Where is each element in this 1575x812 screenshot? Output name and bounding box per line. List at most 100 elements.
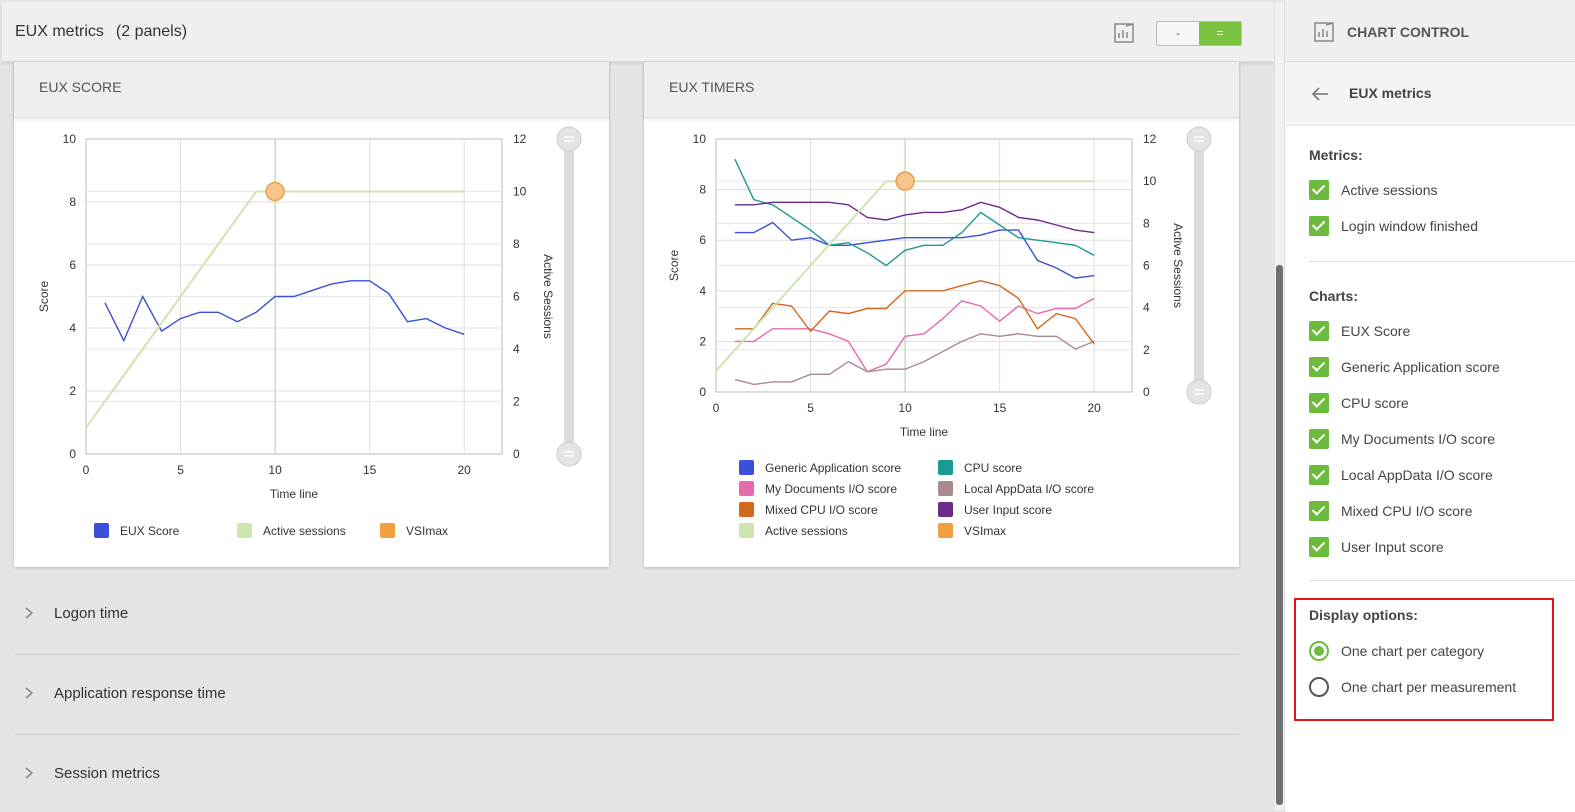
legend-label: Generic Application score (765, 461, 901, 475)
y2-axis-label: Active Sessions (541, 254, 555, 339)
checkbox-checked-icon (1309, 501, 1329, 521)
eux-timers-chart: 0 5 10 15 20 0 2 4 6 8 10 0 2 4 6 8 10 12 Time line Score Ac… (667, 126, 1212, 538)
series-line (734, 158, 1095, 267)
display-options-highlight (1294, 598, 1554, 721)
legend-label: Active sessions (263, 524, 346, 538)
checkbox-label: Mixed CPU I/O score (1341, 503, 1473, 519)
checkbox-checked-icon (1309, 537, 1329, 557)
checkbox-label: Login window finished (1341, 218, 1478, 234)
chart-user-input-checkbox[interactable]: User Input score (1309, 536, 1444, 558)
y2-tick-label: 0 (1143, 385, 1150, 399)
section-session-metrics[interactable]: Session metrics (14, 735, 1239, 812)
legend-label: My Documents I/O score (765, 482, 897, 496)
checkbox-label: Local AppData I/O score (1341, 467, 1493, 483)
series-line (734, 279, 1095, 345)
eux-score-panel: EUX SCORE 0 5 10 15 20 0 2 4 6 8 10 0 2 4 6 8 10 12 Time l… (14, 62, 609, 567)
y-tick-label: 2 (699, 334, 706, 348)
vsimax-marker (895, 171, 915, 191)
x-tick-label: 10 (898, 401, 912, 415)
series-line (734, 333, 1095, 386)
y2-tick-label: 12 (513, 132, 527, 146)
x-tick-label: 15 (363, 463, 377, 477)
checkbox-checked-icon (1309, 429, 1329, 449)
y-tick-label: 6 (699, 233, 706, 247)
legend-item: User Input score (938, 502, 1052, 517)
legend-item: Local AppData I/O score (938, 481, 1094, 496)
y-tick-label: 0 (699, 385, 706, 399)
back-arrow-icon[interactable] (1311, 86, 1329, 102)
legend-label: Active sessions (765, 524, 848, 538)
y2-tick-label: 2 (513, 395, 520, 409)
y2-tick-label: 6 (1143, 259, 1150, 273)
y-tick-label: 0 (69, 447, 76, 461)
x-tick-label: 5 (177, 463, 184, 477)
y2-tick-label: 0 (513, 447, 520, 461)
legend-item: EUX Score (94, 523, 180, 538)
legend-swatch (938, 502, 953, 517)
chart-local-appdata-checkbox[interactable]: Local AppData I/O score (1309, 464, 1493, 486)
main-scrollbar-thumb[interactable] (1276, 265, 1283, 805)
checkbox-checked-icon (1309, 393, 1329, 413)
legend-item: Active sessions (237, 523, 346, 538)
section-application-response-time[interactable]: Application response time (14, 655, 1239, 735)
legend-item: VSImax (938, 523, 1006, 538)
legend-swatch (938, 481, 953, 496)
checkbox-label: My Documents I/O score (1341, 431, 1496, 447)
legend-swatch (94, 523, 109, 538)
radio-label: One chart per category (1341, 643, 1485, 659)
radio-label: One chart per measurement (1341, 679, 1517, 695)
zoom-slider-top-handle (556, 126, 582, 152)
checkbox-label: CPU score (1341, 395, 1409, 411)
chart-mixed-cpu-io-checkbox[interactable]: Mixed CPU I/O score (1309, 500, 1472, 522)
x-tick-label: 0 (83, 463, 90, 477)
checkbox-label: Active sessions (1341, 182, 1438, 198)
panels-count: (2 panels) (115, 23, 188, 40)
section-label: Logon time (54, 605, 129, 622)
legend-label: VSImax (406, 524, 448, 538)
chart-control-icon (1314, 22, 1334, 42)
y2-tick-label: 8 (513, 237, 520, 251)
divider (1309, 580, 1575, 581)
chart-cpu-score-checkbox[interactable]: CPU score (1309, 392, 1409, 414)
collapse-layout-button[interactable]: - (1176, 26, 1180, 40)
chart-generic-application-checkbox[interactable]: Generic Application score (1309, 356, 1500, 378)
expand-layout-button[interactable]: = (1199, 22, 1241, 45)
zoom-slider-bottom-handle (556, 441, 582, 467)
metric-login-window-checkbox[interactable]: Login window finished (1309, 215, 1478, 237)
checkbox-checked-icon (1309, 180, 1329, 200)
legend-label: EUX Score (120, 524, 180, 538)
chevron-right-icon (25, 607, 34, 619)
metric-active-sessions-checkbox[interactable]: Active sessions (1309, 179, 1437, 201)
radio-checked-icon (1309, 641, 1329, 661)
x-tick-label: 10 (268, 463, 282, 477)
display-options-title: Display options: (1309, 607, 1418, 623)
legend-swatch (938, 523, 953, 538)
layout-toggle: - = (1156, 21, 1242, 46)
radio-one-chart-per-measurement[interactable]: One chart per measurement (1309, 676, 1516, 698)
zoom-slider-track (564, 139, 574, 454)
series-line (734, 297, 1095, 373)
radio-one-chart-per-category[interactable]: One chart per category (1309, 640, 1484, 662)
legend-item: Generic Application score (739, 460, 901, 475)
legend-label: User Input score (964, 503, 1052, 517)
section-label: Application response time (54, 685, 226, 702)
chart-eux-score-checkbox[interactable]: EUX Score (1309, 320, 1410, 342)
y2-tick-label: 6 (513, 290, 520, 304)
y-axis-label: Score (667, 250, 681, 282)
chart-my-documents-checkbox[interactable]: My Documents I/O score (1309, 428, 1495, 450)
section-label: Session metrics (54, 765, 160, 782)
section-logon-time[interactable]: Logon time (14, 575, 1239, 655)
chart-control-title: CHART CONTROL (1347, 24, 1470, 40)
eux-score-panel-title: EUX SCORE (14, 62, 609, 118)
checkbox-checked-icon (1309, 321, 1329, 341)
legend-label: CPU score (964, 461, 1022, 475)
y-tick-label: 8 (699, 183, 706, 197)
y2-tick-label: 4 (513, 342, 520, 356)
series-line (104, 280, 465, 343)
y2-tick-label: 4 (1143, 301, 1150, 315)
x-tick-label: 20 (1088, 401, 1102, 415)
checkbox-checked-icon (1309, 465, 1329, 485)
chart-settings-icon[interactable] (1112, 21, 1136, 45)
chevron-right-icon (25, 767, 34, 779)
x-tick-label: 5 (807, 401, 814, 415)
